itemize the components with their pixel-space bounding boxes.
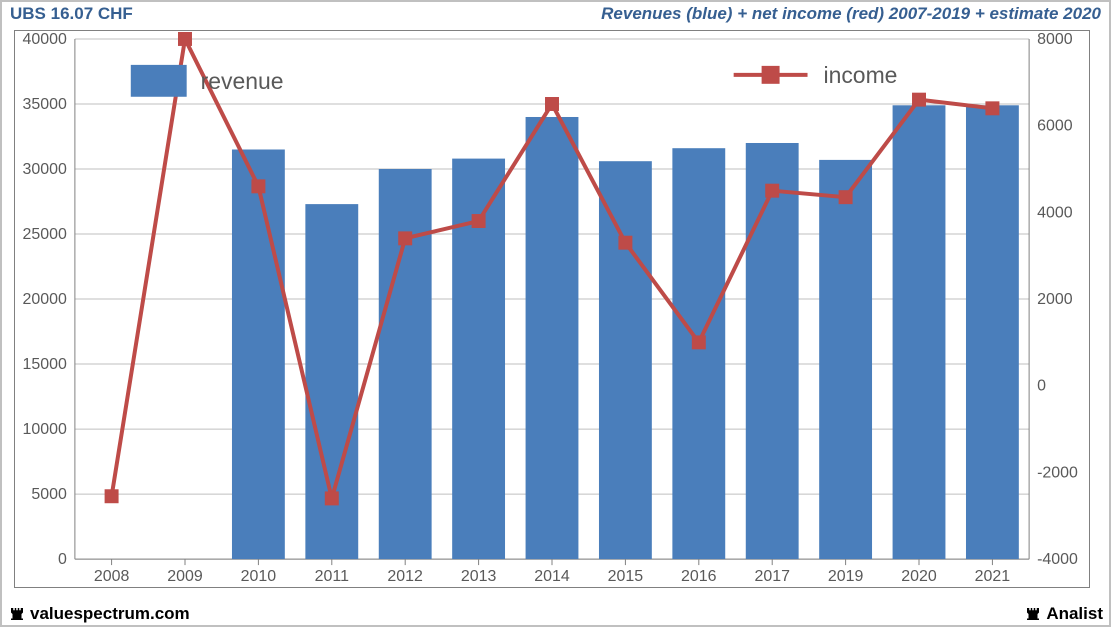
- income-marker: [618, 236, 632, 250]
- rook-icon: [8, 605, 26, 623]
- revenue-bar: [819, 160, 872, 559]
- chart-svg: 0500010000150002000025000300003500040000…: [15, 31, 1089, 587]
- x-tick-label: 2020: [901, 568, 937, 585]
- y-left-tick-label: 0: [58, 551, 67, 568]
- y-left-tick-label: 40000: [23, 31, 67, 48]
- y-right-tick-label: 0: [1037, 378, 1046, 395]
- chart-frame: UBS 16.07 CHF Revenues (blue) + net inco…: [0, 0, 1111, 627]
- footer-right-text: Analist: [1046, 604, 1103, 624]
- legend-income-marker: [762, 66, 780, 84]
- y-left-tick-label: 25000: [23, 226, 67, 243]
- footer-left-text: valuespectrum.com: [30, 604, 190, 624]
- income-marker: [178, 32, 192, 46]
- x-tick-label: 2011: [315, 568, 349, 585]
- y-right-tick-label: 4000: [1037, 204, 1073, 221]
- y-right-tick-label: -4000: [1037, 551, 1078, 568]
- y-left-tick-label: 20000: [23, 291, 67, 308]
- x-tick-label: 2013: [461, 568, 497, 585]
- x-tick-label: 2008: [94, 568, 130, 585]
- revenue-bar: [746, 143, 799, 559]
- x-tick-label: 2010: [241, 568, 277, 585]
- revenue-bar: [893, 105, 946, 559]
- income-marker: [765, 184, 779, 198]
- footer-right: Analist: [1024, 604, 1103, 624]
- footer-left: valuespectrum.com: [8, 604, 190, 624]
- income-marker: [545, 97, 559, 111]
- revenue-bar: [599, 161, 652, 559]
- income-marker: [398, 231, 412, 245]
- revenue-bar: [232, 149, 285, 559]
- revenue-bar: [526, 117, 579, 559]
- x-tick-label: 2016: [681, 568, 717, 585]
- title-left: UBS 16.07 CHF: [10, 4, 133, 24]
- revenue-bar: [672, 148, 725, 559]
- rook-icon: [1024, 605, 1042, 623]
- y-left-tick-label: 10000: [23, 421, 67, 438]
- chart-plot: 0500010000150002000025000300003500040000…: [14, 30, 1090, 588]
- y-right-tick-label: -2000: [1037, 464, 1078, 481]
- x-tick-label: 2017: [754, 568, 790, 585]
- y-right-tick-label: 2000: [1037, 291, 1073, 308]
- footer-bar: valuespectrum.com Analist: [2, 603, 1109, 625]
- income-marker: [912, 93, 926, 107]
- x-tick-label: 2012: [387, 568, 423, 585]
- x-tick-label: 2021: [975, 568, 1011, 585]
- x-tick-label: 2019: [828, 568, 864, 585]
- revenue-bar: [966, 105, 1019, 559]
- x-tick-label: 2014: [534, 568, 570, 585]
- income-marker: [839, 190, 853, 204]
- x-tick-label: 2009: [167, 568, 203, 585]
- revenue-bar: [379, 169, 432, 559]
- y-left-tick-label: 5000: [31, 486, 67, 503]
- income-marker: [251, 179, 265, 193]
- title-right: Revenues (blue) + net income (red) 2007-…: [601, 4, 1101, 24]
- income-marker: [325, 491, 339, 505]
- income-marker: [692, 335, 706, 349]
- legend-revenue-swatch: [131, 65, 187, 97]
- y-left-tick-label: 15000: [23, 356, 67, 373]
- legend-revenue-label: revenue: [201, 68, 284, 94]
- y-right-tick-label: 8000: [1037, 31, 1073, 48]
- income-marker: [472, 214, 486, 228]
- income-marker: [105, 489, 119, 503]
- x-tick-label: 2015: [608, 568, 644, 585]
- y-left-tick-label: 30000: [23, 161, 67, 178]
- title-bar: UBS 16.07 CHF Revenues (blue) + net inco…: [2, 2, 1109, 26]
- legend-income-label: income: [823, 62, 897, 88]
- y-left-tick-label: 35000: [23, 96, 67, 113]
- revenue-bar: [305, 204, 358, 559]
- income-marker: [985, 101, 999, 115]
- y-right-tick-label: 6000: [1037, 118, 1073, 135]
